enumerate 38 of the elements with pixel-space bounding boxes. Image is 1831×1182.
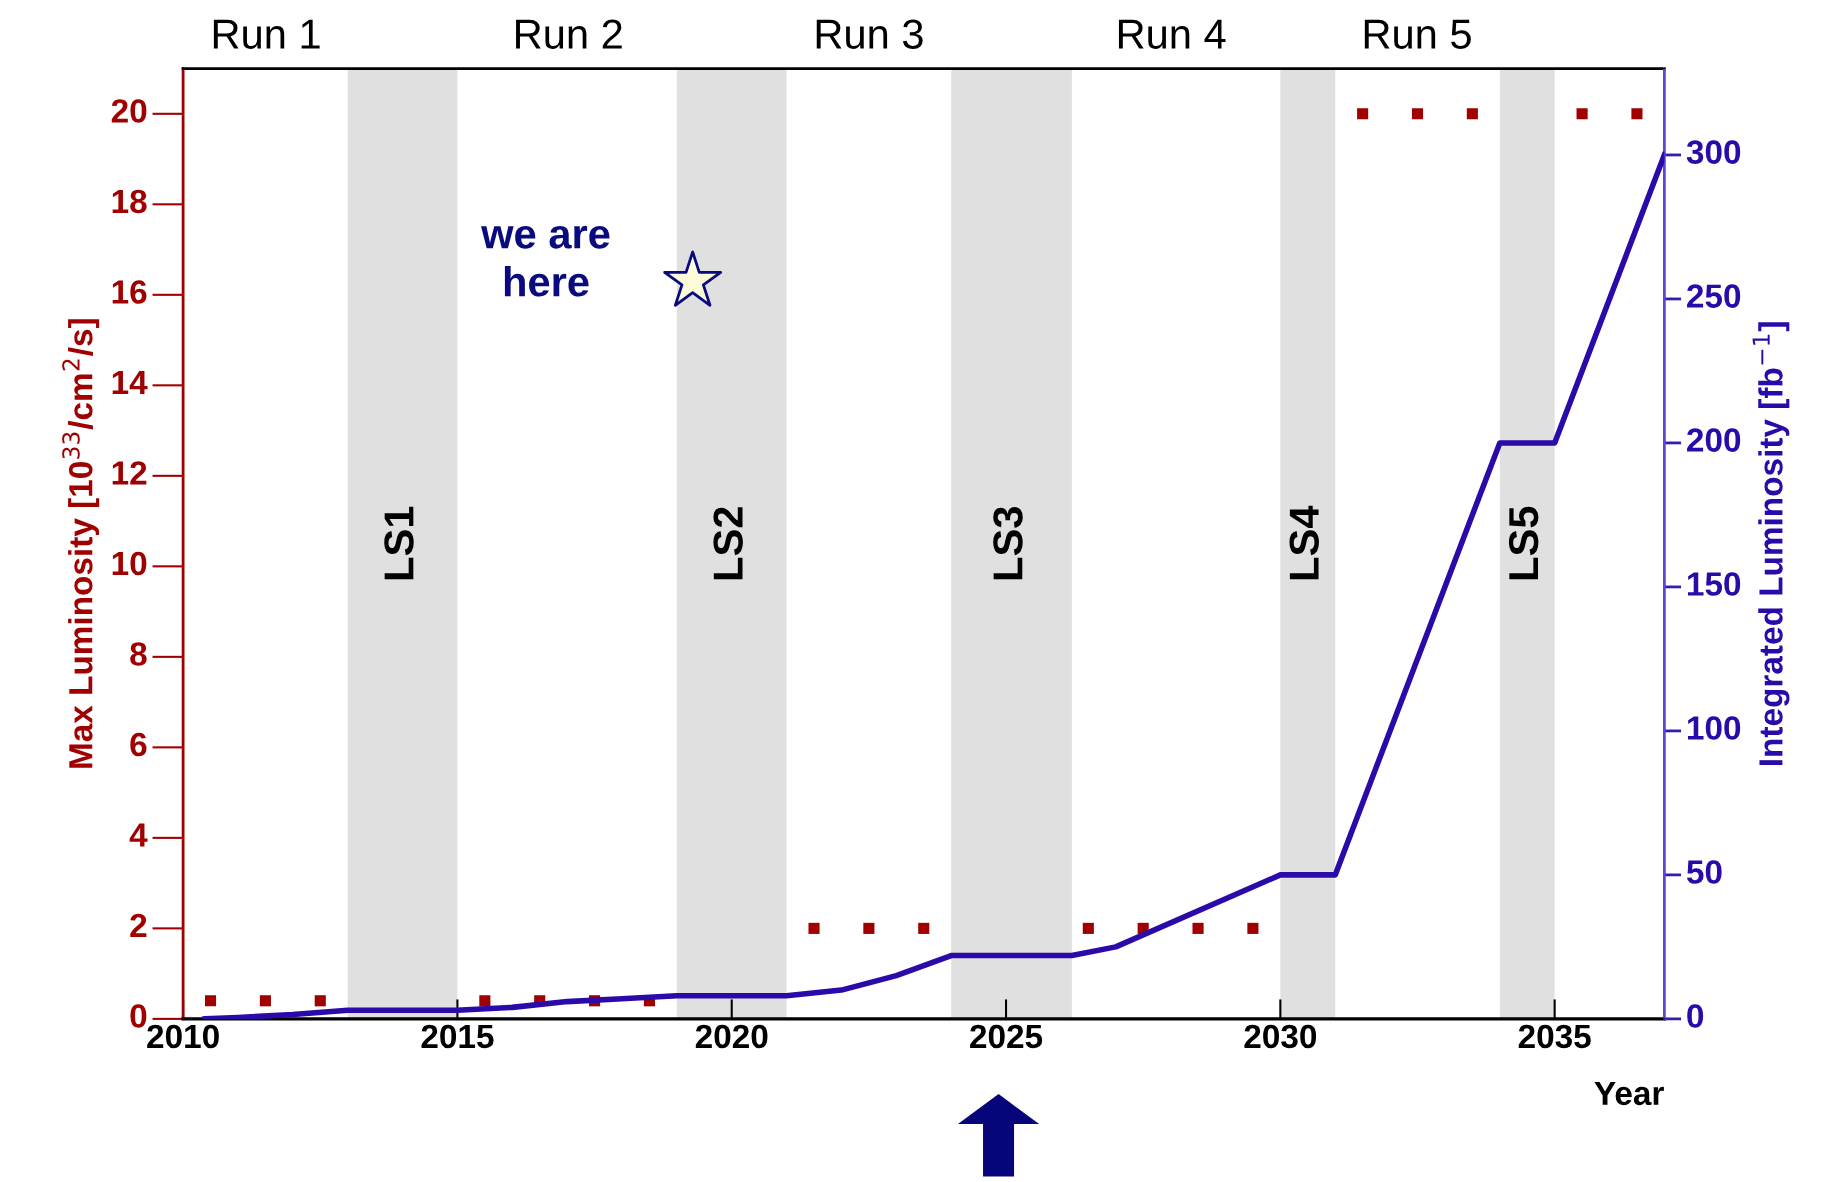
band-label: LS2 bbox=[713, 507, 743, 580]
y2-tick-label: 100 bbox=[1688, 716, 1741, 740]
y-tick-label: 8 bbox=[130, 642, 147, 666]
text: Run 2 bbox=[516, 19, 622, 49]
x-tick-label: 2015 bbox=[421, 1024, 494, 1049]
y-tick-label: 14 bbox=[112, 371, 148, 394]
y2-tick-label: 50 bbox=[1686, 860, 1722, 884]
x-tick-label: 2035 bbox=[1518, 1024, 1591, 1049]
y-tick-label: 20 bbox=[111, 99, 147, 123]
y-tick-label: 16 bbox=[112, 280, 147, 304]
x-tick-label: 2010 bbox=[147, 1024, 219, 1049]
y2-axis-title: Integrated Luminosity [fb$^{−1}$] bbox=[1752, 322, 1790, 765]
x-tick-label: 2020 bbox=[695, 1024, 768, 1049]
text: Run 1 bbox=[213, 19, 320, 49]
y2-tick-label: 150 bbox=[1688, 572, 1741, 596]
x-tick-label: 2025 bbox=[970, 1024, 1043, 1049]
band-label: LS5 bbox=[1508, 506, 1539, 580]
x-tick-label: 2030 bbox=[1244, 1024, 1317, 1049]
x-axis-title: Year bbox=[1594, 1081, 1664, 1106]
band-label: LS3 bbox=[993, 507, 1023, 580]
text: Run 4 bbox=[1118, 19, 1226, 49]
y-tick-label: 10 bbox=[112, 551, 147, 576]
y-tick-label: 12 bbox=[112, 461, 147, 485]
y-tick-label: 2 bbox=[130, 913, 147, 937]
y-tick-label: 6 bbox=[130, 732, 147, 757]
y2-tick-label: 200 bbox=[1687, 428, 1741, 452]
annotation: we are here bbox=[481, 225, 610, 297]
y-tick-label: 0 bbox=[130, 1004, 147, 1028]
text: Run 3 bbox=[816, 19, 923, 49]
y2-tick-label: 300 bbox=[1686, 140, 1741, 164]
band-label: LS4 bbox=[1289, 505, 1319, 580]
y2-tick-label: 250 bbox=[1687, 284, 1741, 308]
y-tick-label: 18 bbox=[112, 189, 147, 214]
y2-tick-label: 0 bbox=[1687, 1004, 1704, 1028]
text: Run 5 bbox=[1364, 19, 1471, 49]
y-tick-label: 4 bbox=[129, 823, 148, 847]
y-axis-title: Max Luminosity [10$^{33}$/cm$^{2}$/s] bbox=[62, 319, 100, 768]
band-label: LS1 bbox=[384, 506, 414, 580]
